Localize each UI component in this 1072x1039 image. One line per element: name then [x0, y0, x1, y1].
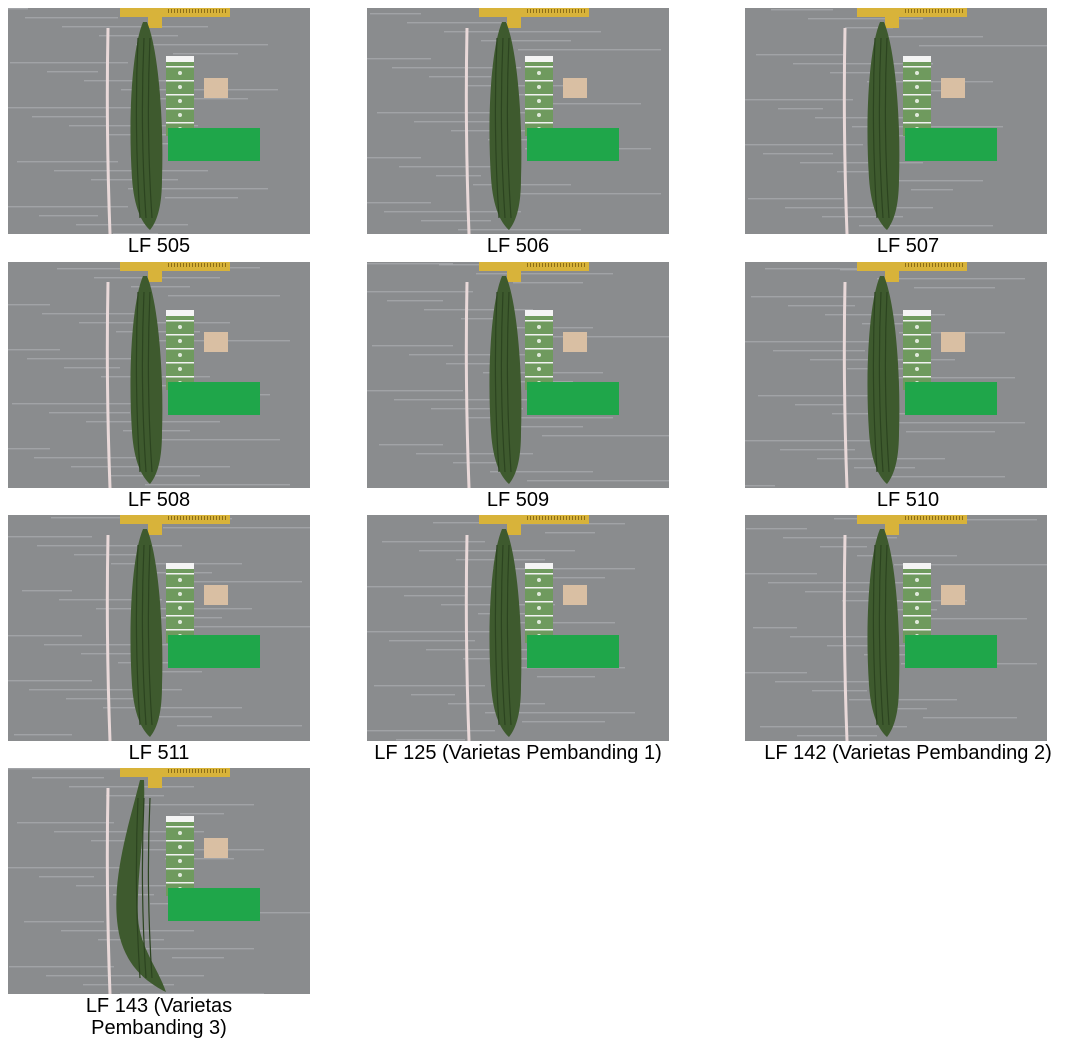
- fruit-photo: [745, 8, 1047, 234]
- caliper: [857, 262, 967, 282]
- measuring-tape: [842, 534, 849, 741]
- photo-caption: LF 142 (Varietas Pembanding 2): [764, 742, 1052, 764]
- caliper: [120, 8, 230, 28]
- measuring-tape: [105, 534, 112, 741]
- luffa-fruit: [116, 780, 166, 992]
- luffa-fruit: [130, 529, 163, 737]
- green-reference-card: [168, 635, 260, 668]
- color-chart: [903, 56, 931, 136]
- sample-label-card: [204, 332, 228, 352]
- photo-caption: LF 510: [876, 489, 940, 511]
- caliper: [479, 262, 589, 282]
- color-chart: [903, 563, 931, 643]
- fruit-photo-svg: [8, 768, 310, 994]
- caliper: [857, 515, 967, 535]
- fruit-photo: [367, 262, 669, 488]
- green-reference-card: [168, 888, 260, 921]
- color-chart: [166, 816, 194, 896]
- caliper: [120, 515, 230, 535]
- measuring-tape: [464, 534, 471, 741]
- fruit-photo: [367, 515, 669, 741]
- fruit-photo: [8, 262, 310, 488]
- luffa-fruit: [130, 22, 163, 230]
- luffa-fruit: [867, 22, 900, 230]
- green-reference-card: [527, 635, 619, 668]
- sample-label-card: [204, 78, 228, 98]
- fruit-photo: [8, 8, 310, 234]
- sample-label-card: [563, 332, 587, 352]
- measuring-tape: [105, 281, 112, 488]
- photo-caption: LF 509: [486, 489, 550, 511]
- fruit-photo: [8, 768, 310, 994]
- green-reference-card: [168, 128, 260, 161]
- color-chart: [525, 56, 553, 136]
- sample-label-card: [204, 585, 228, 605]
- fruit-photo: [367, 8, 669, 234]
- green-reference-card: [905, 635, 997, 668]
- fruit-photo: [745, 515, 1047, 741]
- fruit-photo-svg: [745, 8, 1047, 234]
- sample-label-card: [941, 585, 965, 605]
- photo-caption: LF 143 (Varietas Pembanding 3): [85, 995, 233, 1039]
- green-reference-card: [905, 382, 997, 415]
- luffa-fruit: [867, 529, 900, 737]
- color-chart: [166, 56, 194, 136]
- luffa-fruit: [130, 276, 163, 484]
- sample-label-card: [941, 78, 965, 98]
- sample-label-card: [204, 838, 228, 858]
- photo-caption: LF 507: [876, 235, 940, 257]
- fruit-photo-svg: [8, 262, 310, 488]
- sample-label-card: [563, 585, 587, 605]
- measuring-tape: [464, 27, 471, 234]
- caliper: [479, 515, 589, 535]
- photo-caption: LF 508: [127, 489, 191, 511]
- photo-caption: LF 506: [486, 235, 550, 257]
- photo-caption: LF 125 (Varietas Pembanding 1): [374, 742, 662, 764]
- luffa-fruit: [489, 22, 522, 230]
- measuring-tape: [105, 787, 112, 994]
- color-chart: [166, 563, 194, 643]
- measuring-tape: [105, 27, 112, 234]
- fruit-photo: [745, 262, 1047, 488]
- green-reference-card: [168, 382, 260, 415]
- fruit-photo-svg: [367, 515, 669, 741]
- green-reference-card: [527, 382, 619, 415]
- fruit-photo-svg: [367, 262, 669, 488]
- caliper: [120, 262, 230, 282]
- sample-label-card: [941, 332, 965, 352]
- measuring-tape: [842, 27, 849, 234]
- green-reference-card: [905, 128, 997, 161]
- caliper: [857, 8, 967, 28]
- fruit-photo-svg: [745, 515, 1047, 741]
- color-chart: [903, 310, 931, 390]
- caliper: [120, 768, 230, 788]
- fruit-photo-svg: [8, 8, 310, 234]
- luffa-fruit: [867, 276, 900, 484]
- fruit-photo-svg: [367, 8, 669, 234]
- photo-caption: LF 511: [128, 742, 190, 764]
- sample-label-card: [563, 78, 587, 98]
- luffa-fruit: [489, 276, 522, 484]
- green-reference-card: [527, 128, 619, 161]
- color-chart: [166, 310, 194, 390]
- measuring-tape: [842, 281, 849, 488]
- luffa-fruit: [489, 529, 522, 737]
- photo-caption: LF 505: [127, 235, 191, 257]
- fruit-photo: [8, 515, 310, 741]
- fruit-photo-svg: [745, 262, 1047, 488]
- color-chart: [525, 563, 553, 643]
- color-chart: [525, 310, 553, 390]
- caliper: [479, 8, 589, 28]
- fruit-photo-svg: [8, 515, 310, 741]
- measuring-tape: [464, 281, 471, 488]
